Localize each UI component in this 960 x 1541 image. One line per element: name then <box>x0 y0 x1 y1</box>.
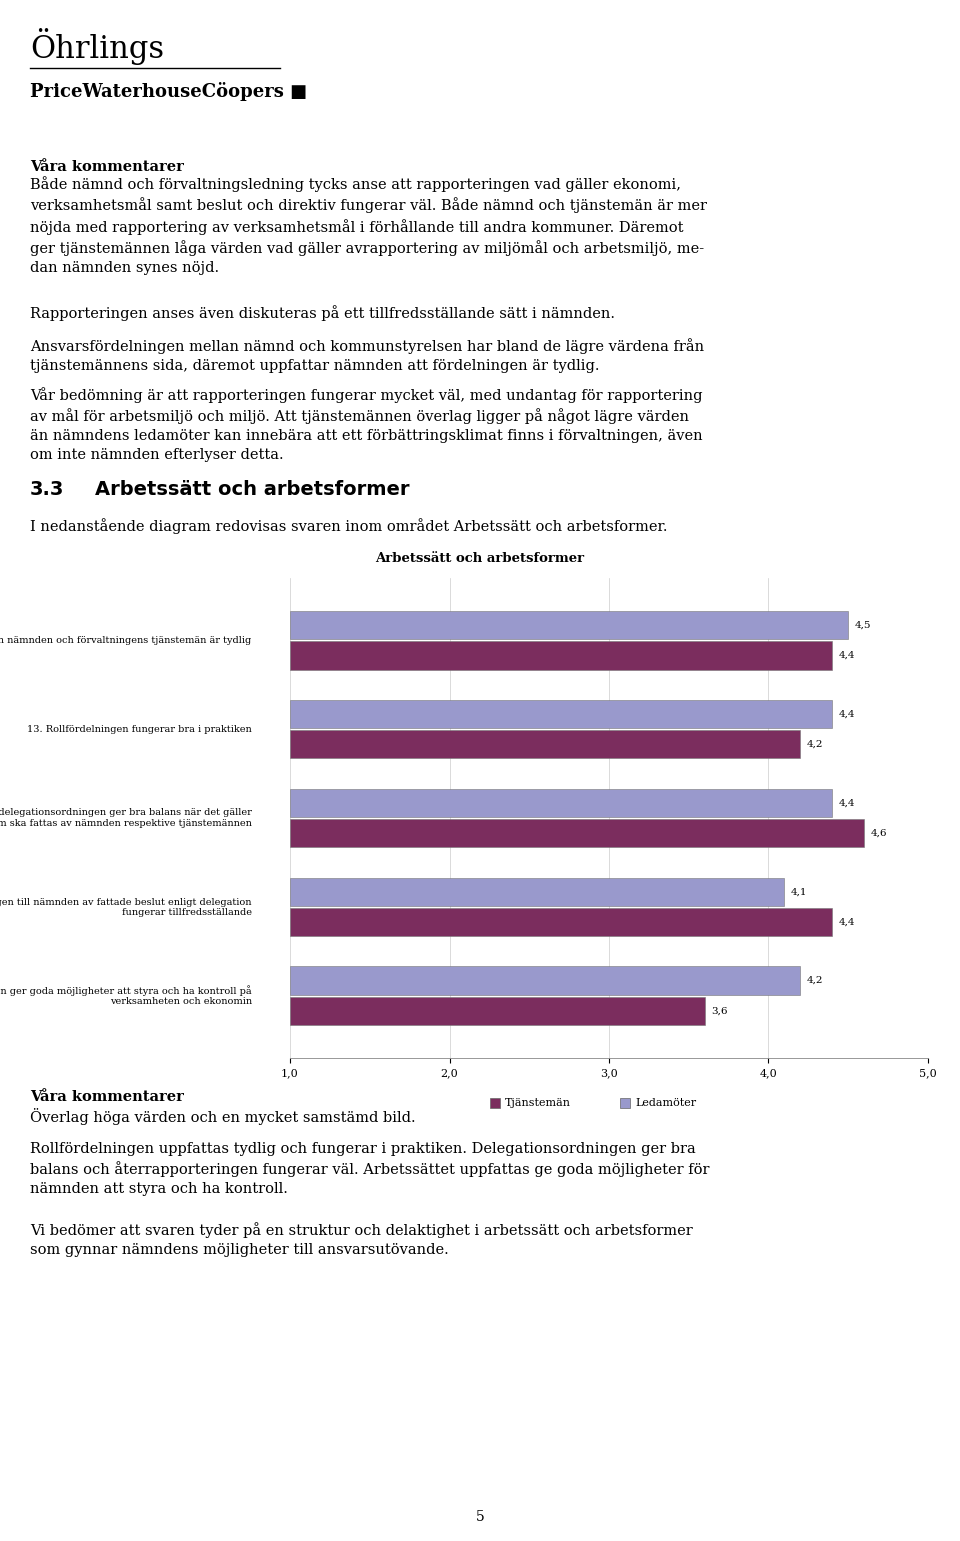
Text: Ledamöter: Ledamöter <box>635 1099 696 1108</box>
Text: 4,1: 4,1 <box>791 888 807 897</box>
Bar <box>620 1099 630 1108</box>
Text: PriceWaterhouseCöopers ■: PriceWaterhouseCöopers ■ <box>30 82 307 102</box>
Bar <box>290 966 801 995</box>
Text: 3.3: 3.3 <box>30 479 64 499</box>
Text: Våra kommentarer: Våra kommentarer <box>30 160 184 174</box>
Bar <box>290 700 832 729</box>
Bar <box>290 789 832 817</box>
Bar <box>290 818 864 848</box>
Text: 14. Den nuvarande delegationsordningen ger bra balans när det gäller
beslut som : 14. Den nuvarande delegationsordningen g… <box>0 809 252 828</box>
Text: Både nämnd och förvaltningsledning tycks anse att rapporteringen vad gäller ekon: Både nämnd och förvaltningsledning tycks… <box>30 176 707 274</box>
Text: Vår bedömning är att rapporteringen fungerar mycket väl, med undantag för rappor: Vår bedömning är att rapporteringen fung… <box>30 387 703 462</box>
Text: 4,4: 4,4 <box>839 798 855 807</box>
Text: 16. Arbetssättet i nämnden ger goda möjligheter att styra och ha kontroll på
ver: 16. Arbetssättet i nämnden ger goda möjl… <box>0 985 252 1006</box>
Text: Rapporteringen anses även diskuteras på ett tillfredsställande sätt i nämnden.: Rapporteringen anses även diskuteras på … <box>30 305 615 321</box>
Text: 4,5: 4,5 <box>854 621 871 630</box>
Text: Överlag höga värden och en mycket samstämd bild.: Överlag höga värden och en mycket samstä… <box>30 1108 416 1125</box>
Text: Våra kommentarer: Våra kommentarer <box>30 1089 184 1103</box>
Bar <box>290 641 832 669</box>
Text: 3,6: 3,6 <box>711 1006 728 1016</box>
Text: 4,4: 4,4 <box>839 709 855 718</box>
Text: 12. Rollfördelningen mellan nämnden och förvaltningens tjänstemän är tydlig: 12. Rollfördelningen mellan nämnden och … <box>0 636 252 644</box>
Text: 4,4: 4,4 <box>839 650 855 660</box>
Text: Arbetssätt och arbetsformer: Arbetssätt och arbetsformer <box>95 479 410 499</box>
Text: I nedanstående diagram redovisas svaren inom området Arbetssätt och arbetsformer: I nedanstående diagram redovisas svaren … <box>30 518 667 533</box>
Text: Ansvarsfördelningen mellan nämnd och kommunstyrelsen har bland de lägre värdena : Ansvarsfördelningen mellan nämnd och kom… <box>30 337 704 373</box>
Text: Rollfördelningen uppfattas tydlig och fungerar i praktiken. Delegationsordningen: Rollfördelningen uppfattas tydlig och fu… <box>30 1142 709 1196</box>
Bar <box>290 610 849 640</box>
Text: Vi bedömer att svaren tyder på en struktur och delaktighet i arbetssätt och arbe: Vi bedömer att svaren tyder på en strukt… <box>30 1222 693 1256</box>
Text: 4,4: 4,4 <box>839 917 855 926</box>
Bar <box>290 997 705 1025</box>
Text: Tjänstemän: Tjänstemän <box>505 1099 571 1108</box>
Bar <box>490 1099 500 1108</box>
Text: 15. Återrapporteringen till nämnden av fattade beslut enligt delegation
fungerar: 15. Återrapporteringen till nämnden av f… <box>0 897 252 917</box>
Text: Öhrlings: Öhrlings <box>30 28 164 65</box>
Text: 4,2: 4,2 <box>806 975 824 985</box>
Bar <box>290 908 832 937</box>
Text: 5: 5 <box>475 1510 485 1524</box>
Text: 4,6: 4,6 <box>871 829 887 838</box>
Text: 13. Rollfördelningen fungerar bra i praktiken: 13. Rollfördelningen fungerar bra i prak… <box>27 724 252 734</box>
Text: Arbetssätt och arbetsformer: Arbetssätt och arbetsformer <box>375 552 585 566</box>
Bar <box>290 877 784 906</box>
Bar <box>290 730 801 758</box>
Text: 4,2: 4,2 <box>806 740 824 749</box>
